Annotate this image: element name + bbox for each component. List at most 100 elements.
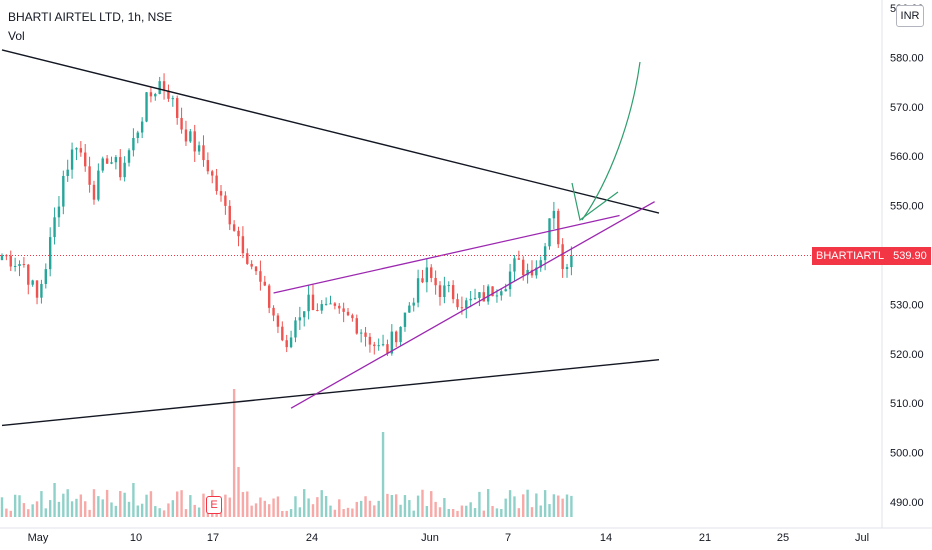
volume-bar <box>136 505 139 517</box>
candle-body <box>311 294 315 311</box>
candle-body <box>416 278 420 303</box>
volume-bar <box>333 509 337 517</box>
currency-button[interactable]: INR <box>896 5 924 27</box>
trendline-wedge-lower <box>290 201 655 409</box>
volume-bar <box>158 508 161 517</box>
candle-body <box>259 271 262 282</box>
candle-body <box>342 308 345 312</box>
time-tick-label: 10 <box>130 532 142 544</box>
volume-label: Vol <box>8 29 25 43</box>
candle-body <box>316 310 319 312</box>
volume-bar <box>460 505 464 517</box>
volume-bar <box>5 508 8 517</box>
candle-body <box>123 162 126 178</box>
candle-body <box>289 337 293 348</box>
candle-body <box>570 255 573 268</box>
time-tick-label: 25 <box>777 532 789 544</box>
candle-body <box>438 285 442 297</box>
candle-body <box>478 292 481 298</box>
volume-bars <box>0 389 573 517</box>
volume-bar <box>267 504 271 517</box>
volume-bar <box>438 507 442 517</box>
trendline-lower-support <box>1 359 660 427</box>
candle-body <box>62 175 65 207</box>
price-tick-label: 530.00 <box>890 299 924 311</box>
volume-bar <box>552 494 556 517</box>
volume-bar <box>412 510 415 517</box>
volume-bar <box>132 483 135 517</box>
candle-body <box>298 317 302 321</box>
candle-body <box>263 281 266 286</box>
candle-body <box>158 81 161 94</box>
volume-bar <box>390 494 394 517</box>
candle-body <box>136 132 139 138</box>
volume-bar <box>482 510 485 517</box>
earnings-event-marker[interactable]: E <box>206 496 222 514</box>
candle-body <box>101 158 104 171</box>
candle-body <box>31 280 34 285</box>
candle-body <box>294 320 297 338</box>
volume-bar <box>259 497 262 517</box>
volume-bar <box>359 500 363 517</box>
volume-bar <box>13 494 17 517</box>
candle-body <box>557 210 560 245</box>
candle-body <box>430 267 433 278</box>
candle-body <box>84 152 87 167</box>
volume-bar <box>377 500 380 517</box>
candle-body <box>281 326 284 341</box>
candle-body <box>276 315 280 327</box>
candle-body <box>228 205 231 225</box>
volume-bar <box>342 509 345 517</box>
trendline-upper-resistance <box>1 49 660 214</box>
volume-bar <box>193 504 196 517</box>
volume-bar <box>31 504 34 517</box>
candle-body <box>97 170 100 200</box>
volume-bar <box>443 498 446 517</box>
last-price-symbol: BHARTIARTL <box>816 250 885 262</box>
candle-body <box>421 278 424 283</box>
candle-body <box>482 292 485 302</box>
candle-body <box>241 236 245 254</box>
volume-bar <box>149 491 153 517</box>
candle-body <box>40 283 43 298</box>
candle-body <box>548 218 551 247</box>
candle-body <box>92 184 96 200</box>
volume-bar <box>189 495 192 517</box>
volume-bar <box>241 491 245 517</box>
candle-body <box>145 92 148 122</box>
volume-bar <box>298 507 302 517</box>
volume-bar <box>408 500 411 517</box>
volume-bar <box>97 496 100 517</box>
volume-bar <box>561 498 564 517</box>
candle-body <box>18 264 21 266</box>
price-tick-label: 520.00 <box>890 349 924 361</box>
candle-body <box>132 137 135 151</box>
volume-bar <box>539 505 542 517</box>
volume-bar <box>399 504 402 517</box>
volume-bar <box>9 510 12 517</box>
volume-bar <box>548 504 551 517</box>
volume-bar <box>338 499 341 517</box>
symbol-title: BHARTI AIRTEL LTD, 1h, NSE <box>8 10 173 24</box>
candle-body <box>359 332 363 334</box>
volume-bar <box>395 494 398 517</box>
drawings <box>1 49 660 427</box>
time-tick-label: 21 <box>699 532 711 544</box>
volume-bar <box>500 508 503 517</box>
candle-body <box>526 269 529 276</box>
volume-bar <box>254 503 258 517</box>
candle-body <box>79 148 83 153</box>
candle-body <box>13 265 17 267</box>
candle-body <box>373 344 376 347</box>
volume-bar <box>486 489 490 517</box>
candle-body <box>368 336 372 345</box>
volume-bar <box>565 494 569 517</box>
candle-body <box>66 169 69 176</box>
volume-bar <box>381 432 385 517</box>
candlesticks <box>0 73 573 356</box>
volume-bar <box>119 491 122 517</box>
candle-body <box>412 302 415 306</box>
candle-body <box>162 81 166 91</box>
candle-body <box>408 305 411 313</box>
volume-bar <box>140 503 144 517</box>
